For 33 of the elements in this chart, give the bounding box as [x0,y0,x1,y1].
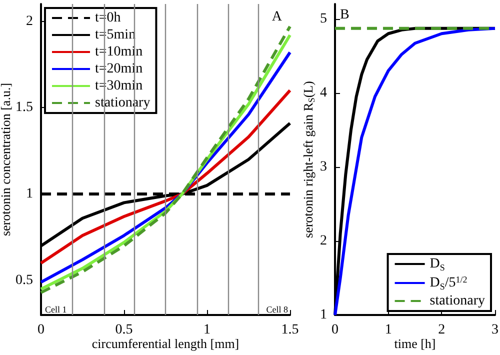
y-tick-label: 5 [320,11,327,26]
y-tick-label: 1 [320,308,327,322]
annotation: B [340,8,350,22]
y-tick-label: 4 [320,85,327,100]
x-tick-label: 0 [38,322,44,338]
y-tick-label: 1.5 [16,100,33,116]
legend-label: stationary [430,294,486,308]
legend-label: t=10min [95,44,143,60]
x-axis-title: circumferential length [mm] [92,336,240,351]
x-tick-label: 1 [384,322,392,338]
y-tick-label: 0.5 [16,272,33,288]
x-tick-label: 3 [492,322,498,338]
x-tick-label: 2 [438,322,446,338]
legend-label: t=30min [95,78,143,94]
annotation: Cell 1 [45,304,67,314]
annotation: Cell 8 [266,304,288,314]
legend-label: stationary [95,96,150,110]
y-tick-label: 3 [320,159,327,174]
y-tick-label: 1 [26,186,33,202]
legend-label: t=5min [95,28,136,42]
x-axis-title: time [h] [394,336,436,351]
annotation: A [272,10,283,24]
x-tick-label: 1 [204,322,210,338]
y-axis-title: serotonin concentration [a.u.] [0,82,13,236]
legend-label: t=20min [95,62,143,76]
line-series [40,88,292,265]
y-tick-label: 2 [26,14,33,29]
y-axis-title: serotonin right-left gain RS(L) [300,81,316,238]
x-tick-label: 0 [332,322,338,338]
legend-label: t=0h [95,10,121,26]
x-tick-label: 0.5 [115,322,133,338]
x-tick-label: 1.5 [281,322,299,338]
y-tick-label: 2 [320,233,327,248]
